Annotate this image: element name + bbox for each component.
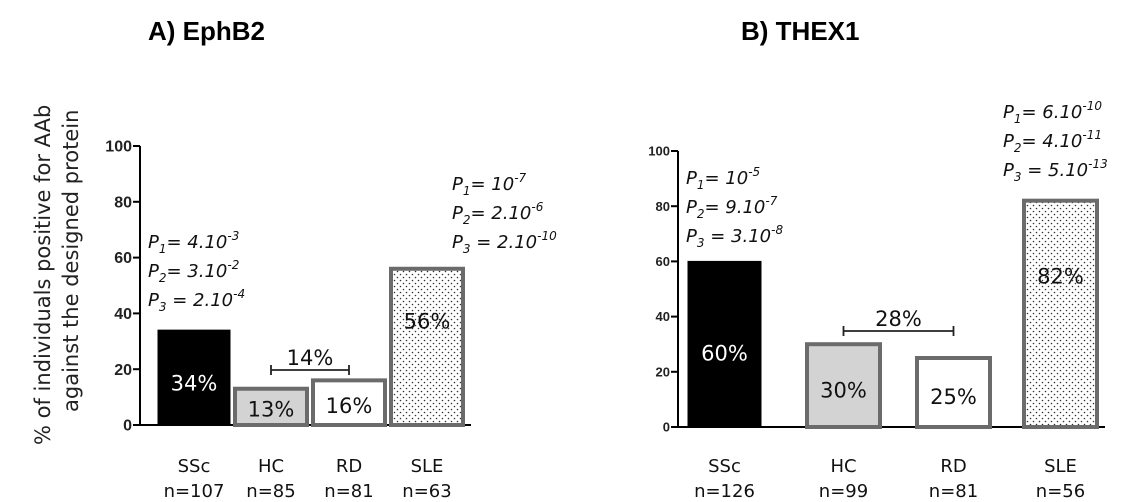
x-category-label: SSc: [178, 456, 211, 477]
x-sample-size-label: n=126: [694, 481, 755, 502]
p-value-annotation: P2= 3.10-2: [148, 258, 239, 285]
y-tick-label: 40: [114, 306, 132, 323]
p-value-annotation: P1= 4.10-3: [148, 229, 239, 256]
x-category-label: SSc: [708, 456, 741, 477]
panel-a: A) EphB2 0 20 40 60 80 100 34% SSc n=107 13% HC n=85…: [105, 16, 557, 502]
x-category-label: SLE: [411, 456, 444, 477]
bar-value-label: 60%: [701, 341, 748, 365]
y-tick-label: 60: [114, 250, 132, 267]
panel-b: B) THEX1 0 20 40 60 80 100 60% SSc n=126 30% HC n=99…: [648, 16, 1107, 502]
x-sample-size-label: n=63: [402, 481, 451, 502]
p-value-annotation: P3 = 2.10-4: [148, 287, 245, 314]
bar-sle: [1022, 198, 1099, 429]
bar-value-label: 16%: [326, 394, 373, 418]
bar-ssc: [157, 329, 231, 426]
bar-value-label: 56%: [404, 309, 451, 333]
x-sample-size-label: n=99: [819, 481, 868, 502]
bar-ssc: [687, 260, 762, 428]
x-category-label: HC: [830, 456, 856, 477]
y-axis-title-line2: against the designed protein: [59, 110, 83, 412]
y-tick-label: 20: [114, 362, 132, 379]
x-sample-size-label: n=81: [324, 481, 373, 502]
y-tick-label: 80: [656, 199, 670, 214]
bar-value-label: 13%: [248, 398, 295, 422]
bar-value-label: 25%: [930, 385, 977, 409]
bar-value-label: 34%: [171, 371, 218, 395]
y-tick-label: 100: [105, 139, 132, 156]
bar-rd: [311, 378, 387, 427]
bar-hc: [805, 342, 882, 430]
bracket-label: 14%: [287, 346, 334, 370]
x-category-label: RD: [940, 456, 966, 477]
x-sample-size-label: n=107: [164, 481, 225, 502]
x-sample-size-label: n=56: [1036, 481, 1085, 502]
x-category-label: RD: [336, 456, 362, 477]
chart-title: B) THEX1: [741, 16, 859, 46]
p-value-annotation: P3 = 3.10-8: [686, 223, 783, 250]
y-tick-label: 80: [114, 194, 132, 211]
p-value-annotation: P1= 10-7: [452, 171, 527, 198]
p-value-annotation: P2= 4.10-11: [1003, 128, 1102, 155]
chart-title: A) EphB2: [148, 16, 265, 46]
p-value-annotation: P2= 2.10-6: [452, 200, 544, 227]
p-value-annotation: P3 = 2.10-10: [452, 229, 557, 256]
bar-hc: [233, 386, 309, 428]
y-tick-label: 40: [656, 309, 670, 324]
bracket-label: 28%: [875, 307, 922, 331]
bar-rd: [915, 356, 992, 429]
y-tick-label: 0: [663, 420, 670, 435]
x-category-label: HC: [258, 456, 284, 477]
p-value-annotation: P2= 9.10-7: [686, 194, 778, 221]
y-tick-label: 100: [648, 144, 670, 159]
y-axis-title-line1: % of individuals positive for AAb: [31, 105, 55, 445]
x-sample-size-label: n=81: [929, 481, 978, 502]
x-category-label: SLE: [1044, 456, 1077, 477]
bar-value-label: 82%: [1037, 264, 1084, 288]
p-value-annotation: P3 = 5.10-13: [1003, 157, 1108, 184]
y-axis-title: % of individuals positive for AAb agains…: [31, 105, 83, 445]
p-value-annotation: P1= 10-5: [686, 165, 760, 192]
bar-value-label: 30%: [820, 379, 867, 403]
y-tick-label: 0: [123, 418, 132, 435]
p-value-annotation: P1= 6.10-10: [1003, 99, 1102, 126]
y-tick-label: 60: [656, 254, 670, 269]
x-sample-size-label: n=85: [246, 481, 295, 502]
bar-sle: [389, 266, 465, 428]
y-tick-label: 20: [656, 364, 670, 379]
